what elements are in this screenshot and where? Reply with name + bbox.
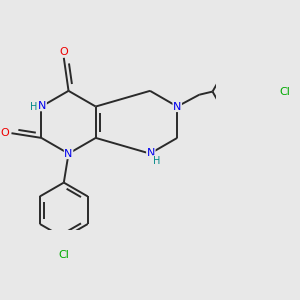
Text: Cl: Cl	[58, 250, 69, 260]
Text: H: H	[153, 156, 160, 166]
Text: O: O	[1, 128, 10, 138]
Text: N: N	[38, 101, 46, 111]
Text: N: N	[173, 101, 182, 112]
Text: N: N	[64, 148, 73, 159]
Text: Cl: Cl	[280, 87, 290, 97]
Text: N: N	[147, 148, 155, 158]
Text: H: H	[30, 101, 37, 112]
Text: O: O	[59, 46, 68, 56]
